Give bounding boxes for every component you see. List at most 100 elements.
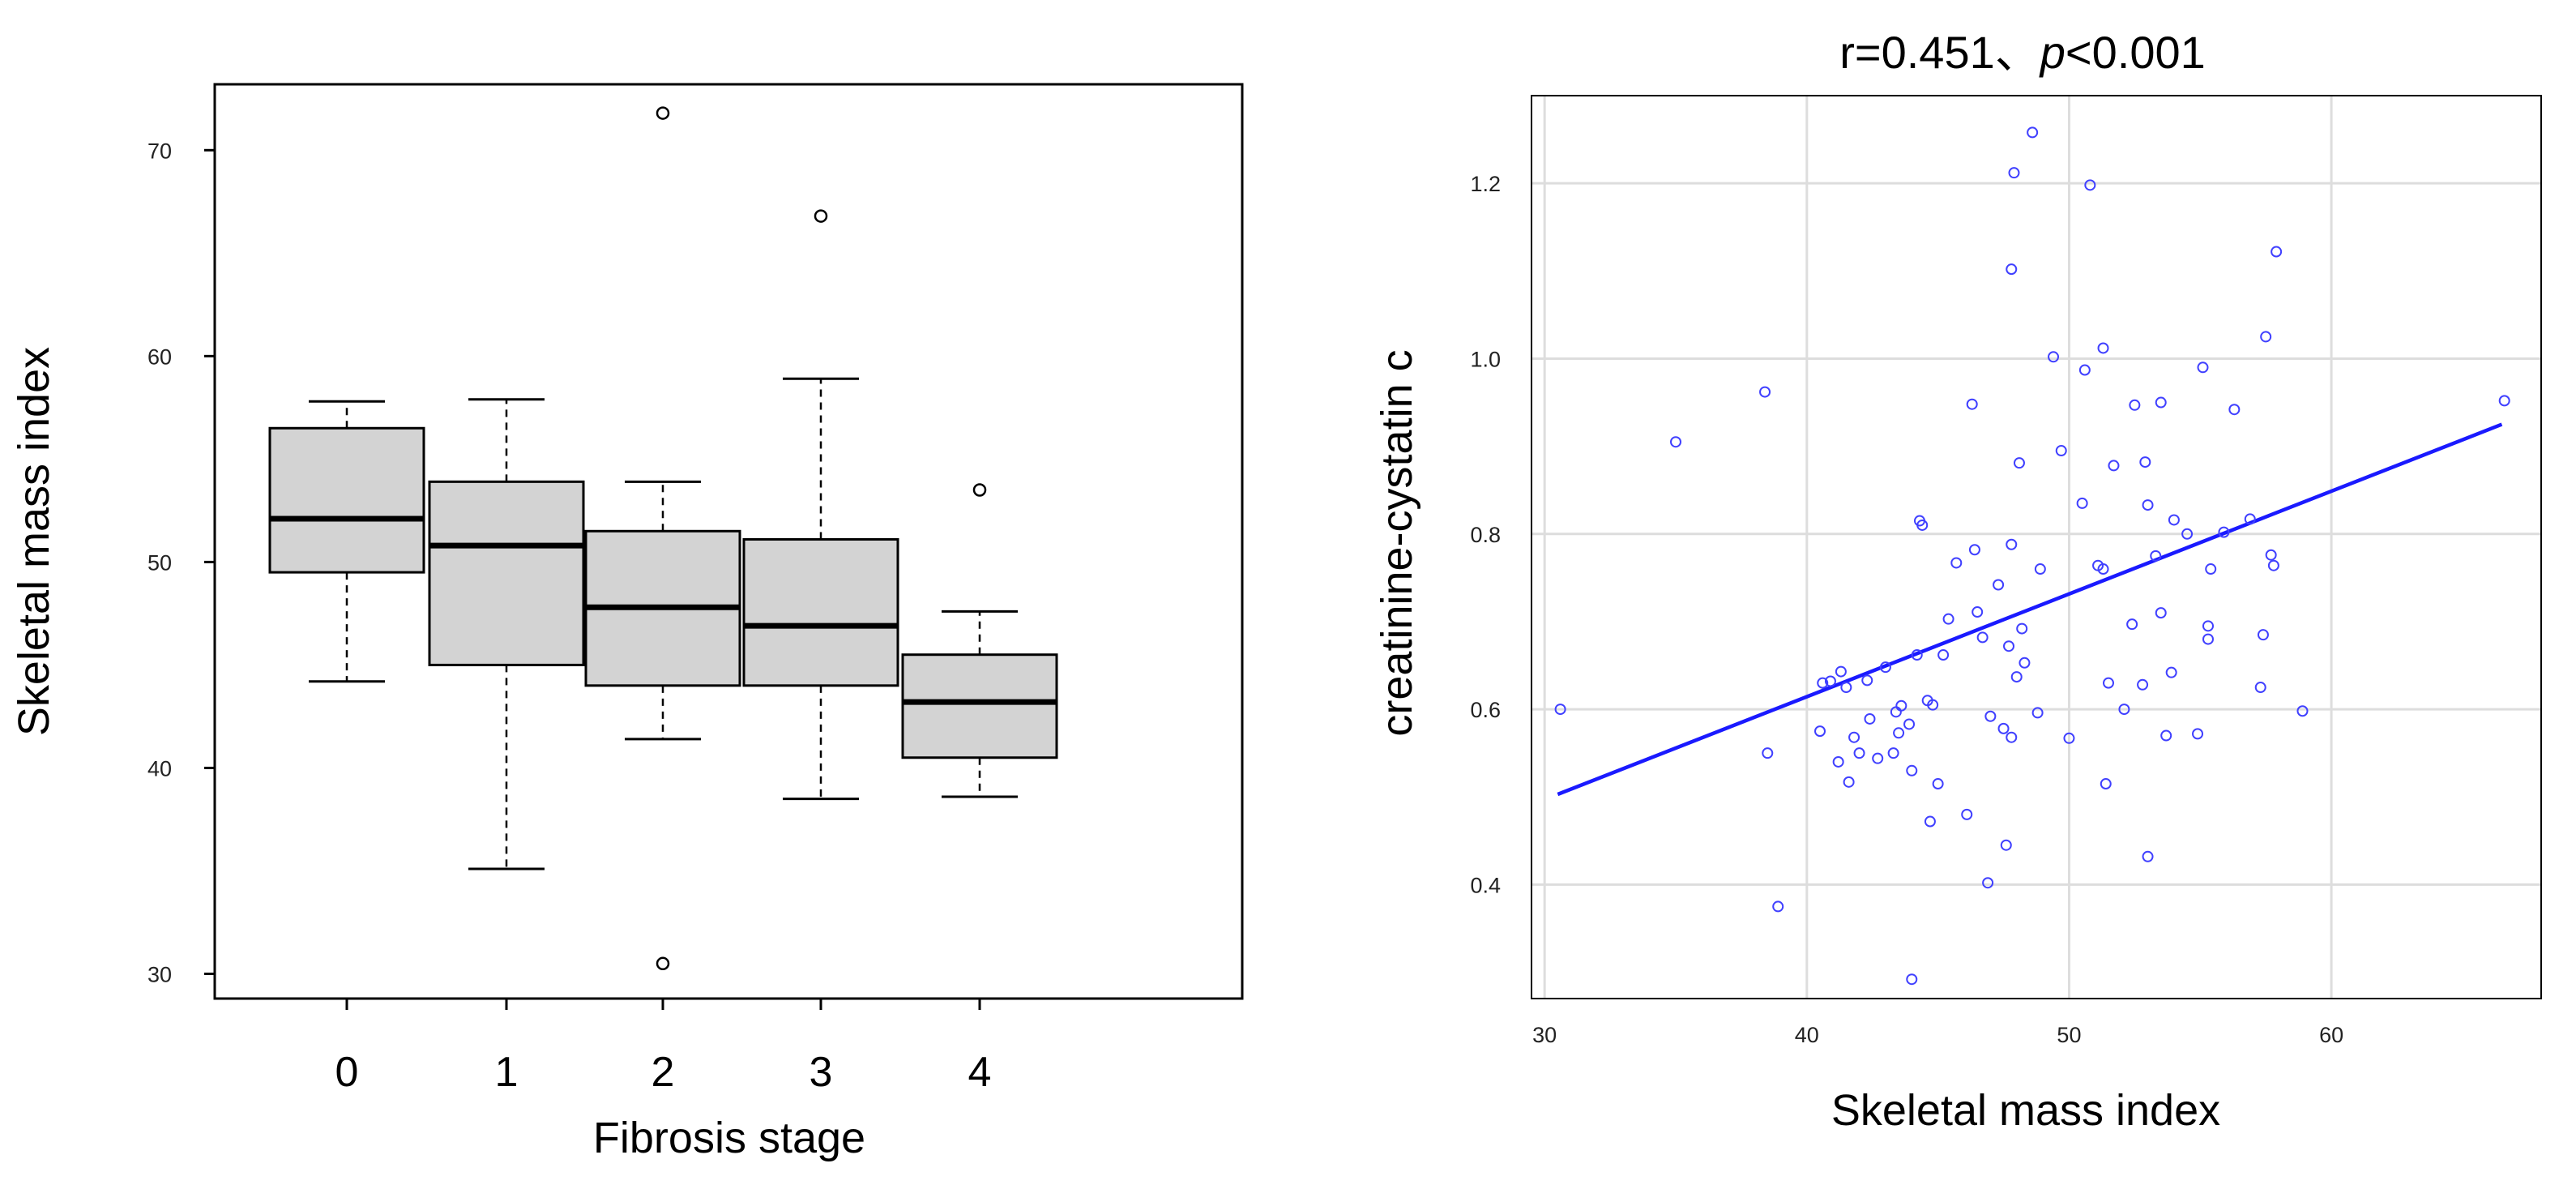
scatter-point	[1772, 900, 1784, 913]
scatter-point	[2160, 729, 2172, 742]
scatter-x-axis: 30 40 50 60	[1532, 1023, 2343, 1047]
scatter-point	[2257, 629, 2269, 641]
scatter-point	[2078, 364, 2091, 376]
scatter-point	[2137, 678, 2149, 691]
boxplot-y-tick-label: 50	[147, 550, 172, 575]
scatter-title-italic: p	[2039, 27, 2065, 78]
scatter-point	[1924, 815, 1936, 828]
boxplot-y-tick-label: 70	[147, 139, 172, 163]
scatter-regression-group	[1557, 422, 2503, 797]
scatter-point	[1976, 631, 1989, 644]
scatter-point	[2000, 839, 2012, 851]
box-iqr	[742, 537, 899, 687]
scatter-point	[1942, 613, 1954, 625]
scatter-y-tick-label: 0.6	[1470, 698, 1501, 722]
scatter-y-axis-title: creatinine-cystatin c	[1373, 349, 1421, 736]
boxplot-boxes	[268, 106, 1058, 971]
boxplot-y-axis: 30 40 50 60 70	[147, 139, 215, 987]
scatter-point	[1817, 677, 1829, 689]
scatter-point	[2016, 622, 2028, 635]
scatter-point	[2192, 728, 2204, 740]
scatter-point	[2027, 126, 2039, 139]
scatter-point	[2006, 263, 2018, 276]
scatter-point	[1927, 699, 1939, 711]
scatter-point	[1968, 544, 1980, 556]
scatter-point	[1972, 606, 1984, 618]
scatter-point	[2267, 559, 2279, 571]
scatter-plot-frame	[1531, 95, 2542, 999]
scatter-point	[2076, 497, 2088, 509]
scatter-point	[1982, 877, 1994, 889]
box-iqr	[428, 480, 585, 666]
scatter-point	[2139, 456, 2151, 468]
scatter-point	[2271, 246, 2283, 258]
scatter-point	[1961, 808, 1973, 820]
boxplot-plot-frame	[213, 83, 1244, 1000]
scatter-point	[1993, 579, 2005, 591]
boxplot-group-0	[268, 400, 425, 683]
scatter-point	[1840, 682, 1852, 694]
scatter-y-axis: 0.4 0.6 0.8 1.0 1.2	[1470, 172, 1501, 897]
boxplot-group-4	[901, 483, 1058, 798]
scatter-regression-line	[1557, 422, 2503, 797]
scatter-point	[2034, 563, 2046, 575]
scatter-point	[1903, 718, 1916, 730]
scatter-point	[2108, 460, 2120, 472]
scatter-point	[1950, 557, 1963, 569]
scatter-point	[2202, 633, 2214, 645]
scatter-point	[1984, 710, 1997, 722]
scatter-point	[2202, 620, 2214, 632]
scatter-point	[1937, 649, 1950, 661]
scatter-point	[2003, 640, 2015, 652]
scatter-point	[2205, 563, 2217, 575]
boxplot-x-tick-label: 0	[335, 1049, 359, 1096]
boxplot-y-tick-label: 30	[147, 963, 172, 987]
scatter-point	[1670, 436, 1681, 448]
box-iqr	[901, 653, 1058, 759]
scatter-y-tick-label: 0.4	[1470, 873, 1501, 897]
scatter-point	[2218, 526, 2230, 538]
scatter-point	[1759, 386, 1771, 398]
scatter-x-tick-label: 30	[1532, 1023, 1557, 1047]
scatter-point	[2126, 618, 2138, 631]
scatter-point	[1906, 764, 1918, 776]
scatter-x-tick-label: 60	[2319, 1023, 2343, 1047]
scatter-point	[1932, 778, 1944, 790]
scatter-point	[2097, 563, 2109, 575]
boxplot-y-tick-label: 40	[147, 756, 172, 781]
scatter-point	[2228, 404, 2241, 416]
scatter-point	[2006, 538, 2018, 550]
boxplot-panel: 30 40 50 60 70 0 1 2 3 4 Skeletal mass index Fib…	[10, 83, 1244, 1162]
boxplot-group-3	[742, 209, 899, 801]
scatter-point	[2181, 528, 2194, 540]
boxplot-x-tick-label: 1	[495, 1049, 519, 1096]
scatter-point	[1848, 731, 1860, 743]
scatter-point	[2006, 731, 2018, 743]
scatter-title-suffix: <0.001	[2065, 27, 2206, 78]
scatter-point	[2010, 671, 2023, 683]
scatter-point	[2084, 179, 2096, 191]
scatter-point	[1893, 727, 1905, 739]
boxplot-y-axis-title: Skeletal mass index	[10, 347, 58, 736]
boxplot-x-axis-title: Fibrosis stage	[593, 1114, 865, 1162]
outlier-point	[972, 483, 987, 497]
scatter-y-tick-label: 1.0	[1470, 347, 1501, 371]
scatter-point	[2168, 514, 2180, 526]
scatter-y-tick-label: 1.2	[1470, 172, 1501, 196]
scatter-point	[2254, 682, 2266, 694]
scatter-point	[2155, 607, 2167, 619]
scatter-point	[2031, 707, 2044, 719]
scatter-title-prefix: r=0.451、	[1839, 27, 2040, 78]
scatter-point	[2155, 396, 2167, 409]
boxplot-x-tick-label: 2	[651, 1049, 675, 1096]
scatter-point	[2296, 705, 2309, 717]
scatter-point	[2008, 167, 2020, 179]
scatter-point	[1895, 699, 1907, 712]
scatter-point	[1916, 519, 1929, 531]
scatter-point	[1554, 704, 1566, 716]
scatter-point	[1853, 747, 1865, 759]
outlier-point	[656, 956, 670, 971]
scatter-point	[1824, 675, 1836, 687]
scatter-point	[2142, 850, 2154, 862]
scatter-point	[1997, 722, 2010, 734]
